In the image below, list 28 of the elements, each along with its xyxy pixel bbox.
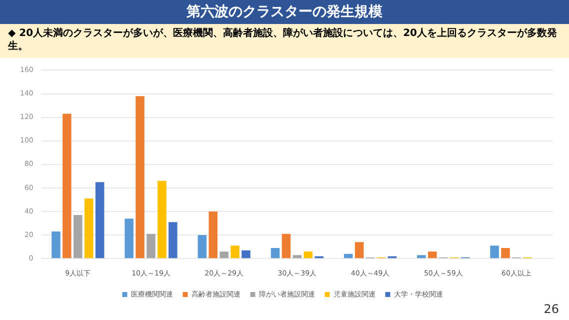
- bar: [168, 222, 178, 258]
- bar: [158, 180, 166, 258]
- bar: [344, 254, 353, 258]
- bar: [292, 255, 302, 258]
- bar: [501, 248, 510, 258]
- bar: [490, 246, 499, 258]
- bar: [242, 250, 250, 258]
- bar: [417, 255, 426, 258]
- bar: [208, 212, 218, 258]
- bar: [428, 252, 437, 258]
- bar: [354, 242, 364, 258]
- chart-subtitle: ◆ 20人未満のクラスターが多いが、医療機関、高齢者施設、障がい者施設については、20人を上回るクラスターが多数発生。: [0, 24, 569, 58]
- bar: [146, 234, 156, 258]
- text: 26: [544, 302, 559, 316]
- bar: [230, 246, 240, 258]
- bar: [270, 248, 280, 258]
- bar: [220, 252, 228, 258]
- bar: [124, 218, 134, 258]
- chart-title: 第六波のクラスターの発生規模: [0, 0, 569, 24]
- bar: [52, 232, 60, 258]
- bar: [198, 235, 207, 258]
- bar: [95, 182, 104, 258]
- bar: [304, 252, 313, 258]
- bar: [84, 198, 94, 258]
- bar: [282, 234, 291, 258]
- bar: [136, 96, 144, 258]
- bar: [74, 215, 82, 258]
- bar: [62, 114, 72, 258]
